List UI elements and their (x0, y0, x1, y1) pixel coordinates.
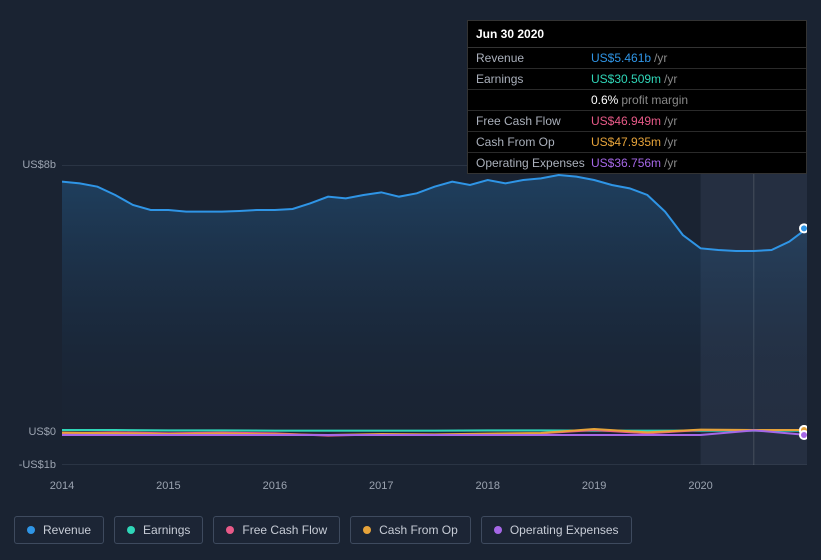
chart-legend: Revenue Earnings Free Cash Flow Cash From O… (14, 516, 632, 544)
legend-label: Operating Expenses (510, 523, 619, 537)
x-axis-tick-label: 2014 (50, 480, 74, 492)
tooltip-row-suffix: /yr (664, 135, 677, 149)
tooltip-row-suffix: /yr (664, 72, 677, 86)
legend-dot-icon (127, 526, 135, 534)
legend-item[interactable]: Free Cash Flow (213, 516, 340, 544)
tooltip-date: Jun 30 2020 (468, 21, 806, 48)
tooltip-row-value: US$5.461b (591, 51, 651, 65)
legend-item[interactable]: Cash From Op (350, 516, 471, 544)
tooltip-row-label: Operating Expenses (476, 156, 591, 170)
tooltip-row: Free Cash FlowUS$46.949m/yr (468, 111, 806, 132)
legend-dot-icon (363, 526, 371, 534)
tooltip-row-suffix: /yr (654, 51, 667, 65)
legend-item[interactable]: Earnings (114, 516, 203, 544)
tooltip-row-label: Free Cash Flow (476, 114, 591, 128)
legend-dot-icon (226, 526, 234, 534)
tooltip-row-value: 0.6% (591, 93, 618, 107)
legend-dot-icon (27, 526, 35, 534)
tooltip-row: Cash From OpUS$47.935m/yr (468, 132, 806, 153)
y-axis-tick-label: -US$1b (19, 459, 56, 471)
series-end-marker-inner (801, 432, 807, 438)
x-axis-tick-label: 2015 (156, 480, 180, 492)
tooltip-row-label: Earnings (476, 72, 591, 86)
tooltip-row-value: US$36.756m (591, 156, 661, 170)
tooltip-row-value: US$47.935m (591, 135, 661, 149)
series-end-marker-inner (801, 225, 807, 231)
chart-plot-area[interactable] (62, 165, 807, 465)
y-axis-tick-label: US$8b (22, 159, 56, 171)
tooltip-row: RevenueUS$5.461b/yr (468, 48, 806, 69)
y-axis-tick-label: US$0 (28, 426, 56, 438)
tooltip-rows: RevenueUS$5.461b/yrEarningsUS$30.509m/yr… (468, 48, 806, 173)
tooltip-row: Operating ExpensesUS$36.756m/yr (468, 153, 806, 173)
tooltip-row: EarningsUS$30.509m/yr (468, 69, 806, 90)
earnings-revenue-chart[interactable]: US$8b US$0 -US$1b 2014 2015 2016 2017 2018 2019… (14, 150, 807, 500)
x-axis-labels: 2014201520162017201820192020 (62, 480, 807, 500)
tooltip-row-label: Cash From Op (476, 135, 591, 149)
tooltip-row-label (476, 93, 591, 107)
tooltip-row-label: Revenue (476, 51, 591, 65)
tooltip-row-value: US$30.509m (591, 72, 661, 86)
tooltip-row-value: US$46.949m (591, 114, 661, 128)
x-axis-tick-label: 2020 (688, 480, 712, 492)
y-axis-labels: US$8b US$0 -US$1b (14, 150, 56, 500)
x-axis-tick-label: 2016 (263, 480, 287, 492)
legend-dot-icon (494, 526, 502, 534)
legend-label: Revenue (43, 523, 91, 537)
legend-label: Free Cash Flow (242, 523, 327, 537)
x-axis-tick-label: 2017 (369, 480, 393, 492)
x-axis-tick-label: 2018 (475, 480, 499, 492)
legend-item[interactable]: Revenue (14, 516, 104, 544)
chart-tooltip: Jun 30 2020 RevenueUS$5.461b/yrEarningsU… (467, 20, 807, 174)
x-axis-tick-label: 2019 (582, 480, 606, 492)
legend-label: Cash From Op (379, 523, 458, 537)
revenue-area (62, 175, 807, 432)
tooltip-row-suffix: /yr (664, 114, 677, 128)
tooltip-row-suffix: /yr (664, 156, 677, 170)
tooltip-row-suffix: profit margin (621, 93, 688, 107)
tooltip-row: 0.6%profit margin (468, 90, 806, 111)
legend-item[interactable]: Operating Expenses (481, 516, 632, 544)
legend-label: Earnings (143, 523, 190, 537)
